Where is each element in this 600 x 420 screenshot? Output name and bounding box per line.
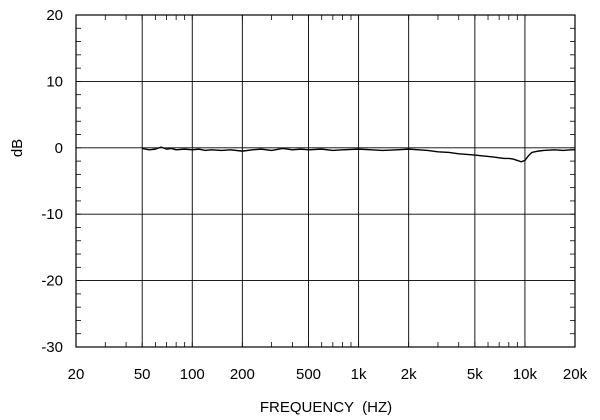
y-tick-label: 0 (55, 140, 63, 157)
y-tick-label: -20 (41, 273, 63, 290)
x-tick-label: 20 (68, 366, 85, 383)
x-tick-label: 10k (513, 366, 538, 383)
x-tick-label: 500 (296, 366, 321, 383)
x-tick-label: 5k (467, 366, 483, 383)
minor-ticks (75, 14, 576, 348)
grid-lines (76, 15, 575, 347)
y-tick-label: 20 (46, 7, 63, 24)
x-tick-label: 200 (230, 366, 255, 383)
series-line (142, 146, 575, 163)
x-tick-label: 2k (401, 366, 417, 383)
x-tick-label: 20k (563, 366, 588, 383)
y-tick-label: 10 (46, 73, 63, 90)
series-layer (142, 146, 575, 163)
x-axis-label: FREQUENCY (HZ) (260, 399, 392, 416)
x-tick-label: 50 (134, 366, 151, 383)
y-tick-label: -10 (41, 206, 63, 223)
y-axis-label: dB (9, 139, 26, 157)
y-tick-label: -30 (41, 339, 63, 356)
x-tick-label: 1k (351, 366, 367, 383)
plot-frame (75, 14, 576, 348)
x-tick-label: 100 (180, 366, 205, 383)
